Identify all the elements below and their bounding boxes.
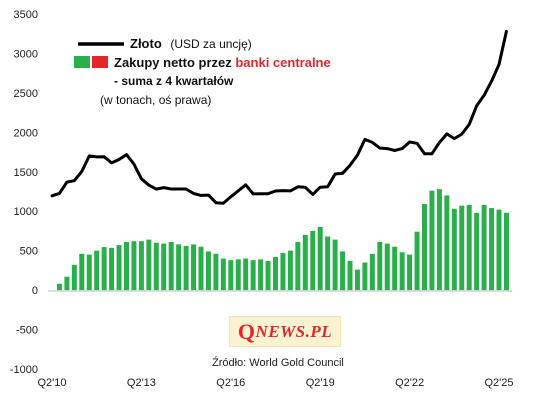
bar: [94, 250, 100, 291]
bar: [168, 241, 174, 291]
bar: [459, 205, 465, 291]
bar: [429, 190, 435, 291]
y-tick-label: 0: [32, 285, 38, 297]
x-tick-label: Q2'16: [216, 377, 245, 389]
legend-gold-unit: (USD za uncję): [170, 37, 251, 51]
y-tick-label: -500: [16, 325, 38, 337]
bar: [273, 256, 278, 291]
y-tick-label: 3500: [14, 9, 38, 21]
x-tick-label: Q2'13: [127, 377, 156, 389]
bar: [392, 246, 398, 291]
x-axis-ticks: Q2'10 Q2'13 Q2'16 Q2'19 Q2'22 Q2'25: [37, 377, 513, 389]
bar: [250, 260, 256, 291]
bar: [198, 246, 204, 291]
logo-rest: NEWS.PL: [255, 321, 333, 341]
bar: [332, 239, 338, 291]
bar: [317, 227, 323, 291]
legend-bank-line2: - suma z 4 kwartałów: [114, 74, 234, 88]
y-tick-label: 1500: [14, 167, 38, 179]
y-tick-label: 2000: [14, 127, 38, 139]
bar: [183, 245, 189, 291]
bar: [124, 241, 129, 291]
bar: [354, 269, 360, 291]
bar: [414, 231, 420, 291]
legend-gold-label: Złoto (USD za uncję): [130, 36, 252, 51]
bar: [503, 212, 509, 291]
bar: [362, 262, 368, 291]
bar: [325, 236, 331, 291]
legend-bank-prefix: Zakupy netto przez: [114, 55, 235, 70]
bar: [146, 239, 152, 291]
bar: [235, 259, 241, 291]
bar: [466, 204, 472, 291]
bar: [422, 204, 427, 291]
bar: [347, 260, 353, 291]
y-axis-ticks: 3500 3000 2500 2000 1500 1000 500 0 -500 -1000: [10, 9, 38, 376]
bar: [79, 253, 85, 291]
bar-series: [56, 189, 509, 291]
bar: [280, 253, 286, 291]
bar: [407, 254, 413, 291]
bar: [161, 243, 167, 291]
y-tick-label: 500: [20, 246, 38, 258]
bar: [265, 260, 271, 291]
bar: [258, 259, 264, 291]
bar: [138, 241, 144, 291]
y-tick-label: 3000: [14, 48, 38, 60]
legend-bar-swatch-green: [74, 56, 90, 68]
bar: [176, 244, 182, 291]
bar: [191, 244, 197, 291]
bar: [436, 189, 442, 291]
bar: [496, 209, 502, 291]
y-tick-label: 2500: [14, 88, 38, 100]
bar: [295, 241, 301, 291]
bar: [302, 234, 308, 291]
legend-gold-name: Złoto: [130, 36, 162, 51]
legend: Złoto (USD za uncję) Zakupy netto przez …: [74, 36, 331, 107]
bar: [131, 241, 137, 291]
bar: [451, 208, 457, 291]
bar: [481, 204, 487, 291]
bar: [205, 251, 211, 291]
x-tick-label: Q2'10: [37, 377, 66, 389]
gold-price-line: [50, 29, 508, 205]
bar: [340, 251, 346, 291]
bar: [369, 253, 375, 291]
logo-q: Q: [237, 318, 256, 344]
x-tick-label: Q2'25: [484, 377, 513, 389]
legend-bank-label: Zakupy netto przez banki centralne: [114, 55, 331, 70]
legend-bank-highlight: banki centralne: [235, 55, 330, 70]
bar: [489, 208, 495, 291]
legend-bar-swatch-red: [92, 56, 108, 68]
source-note: Źródło: World Gold Council: [212, 356, 344, 369]
bar: [71, 264, 77, 291]
bar: [399, 252, 405, 291]
bar: [287, 250, 293, 291]
bar: [444, 195, 450, 291]
bar: [310, 230, 316, 291]
bar: [109, 247, 115, 291]
bar: [213, 253, 219, 291]
bar: [153, 242, 159, 291]
bar: [243, 258, 249, 291]
bar: [377, 241, 383, 291]
bar: [56, 283, 62, 291]
x-tick-label: Q2'19: [306, 377, 335, 389]
bar: [384, 243, 390, 291]
bar: [220, 258, 226, 291]
bar: [474, 212, 480, 291]
bar: [101, 247, 107, 291]
bar: [116, 245, 122, 291]
bar: [86, 254, 92, 291]
x-tick-label: Q2'22: [395, 377, 424, 389]
y-tick-label: 1000: [14, 206, 38, 218]
qnews-logo: Q NEWS.PL: [229, 316, 341, 347]
bar: [228, 260, 234, 291]
y-tick-label: -1000: [10, 364, 38, 376]
legend-bank-line3: (w tonach, oś prawa): [100, 93, 211, 107]
bar: [64, 276, 70, 291]
